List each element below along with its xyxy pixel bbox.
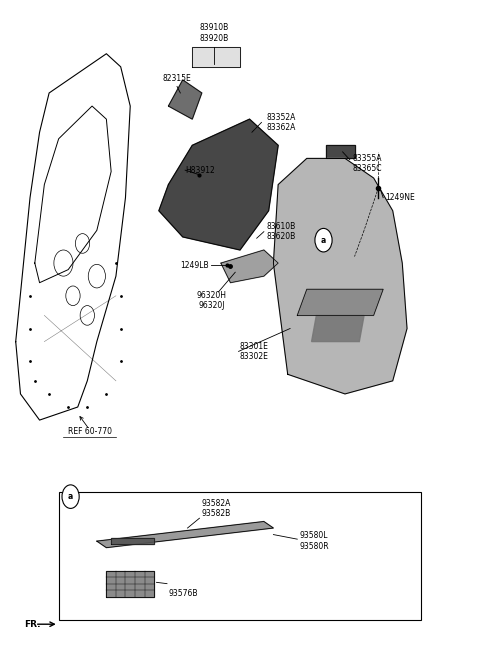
Text: H83912: H83912 [185, 166, 215, 175]
Text: 93580L
93580R: 93580L 93580R [300, 532, 329, 551]
Text: 1249NE: 1249NE [385, 193, 415, 202]
Text: 83355A
83365C: 83355A 83365C [352, 154, 382, 173]
Circle shape [75, 234, 90, 253]
Text: REF 60-770: REF 60-770 [68, 427, 112, 436]
Polygon shape [221, 250, 278, 283]
Text: a: a [321, 236, 326, 244]
Text: 83352A
83362A: 83352A 83362A [266, 113, 296, 132]
Polygon shape [274, 158, 407, 394]
Circle shape [54, 250, 73, 276]
Text: 93582A
93582B: 93582A 93582B [202, 499, 231, 518]
Text: 1249LB: 1249LB [180, 261, 209, 269]
Polygon shape [159, 119, 278, 250]
Circle shape [88, 264, 106, 288]
Polygon shape [192, 47, 240, 67]
Text: FR.: FR. [24, 620, 41, 629]
Text: 83301E
83302E: 83301E 83302E [240, 342, 269, 361]
Text: a: a [68, 492, 73, 501]
Polygon shape [326, 145, 355, 158]
Circle shape [80, 306, 95, 325]
Polygon shape [107, 570, 154, 597]
Polygon shape [168, 80, 202, 119]
Text: 96320H
96320J: 96320H 96320J [196, 290, 227, 310]
Circle shape [66, 286, 80, 306]
Polygon shape [111, 538, 154, 545]
Polygon shape [312, 315, 364, 342]
Text: 83610B
83620B: 83610B 83620B [266, 222, 296, 241]
Text: 93576B: 93576B [168, 589, 198, 598]
FancyBboxPatch shape [59, 492, 421, 620]
Polygon shape [97, 522, 274, 548]
Text: 83910B
83920B: 83910B 83920B [199, 23, 228, 43]
Circle shape [315, 229, 332, 252]
Circle shape [62, 485, 79, 509]
Text: 82315E: 82315E [163, 74, 192, 83]
Polygon shape [297, 289, 383, 315]
